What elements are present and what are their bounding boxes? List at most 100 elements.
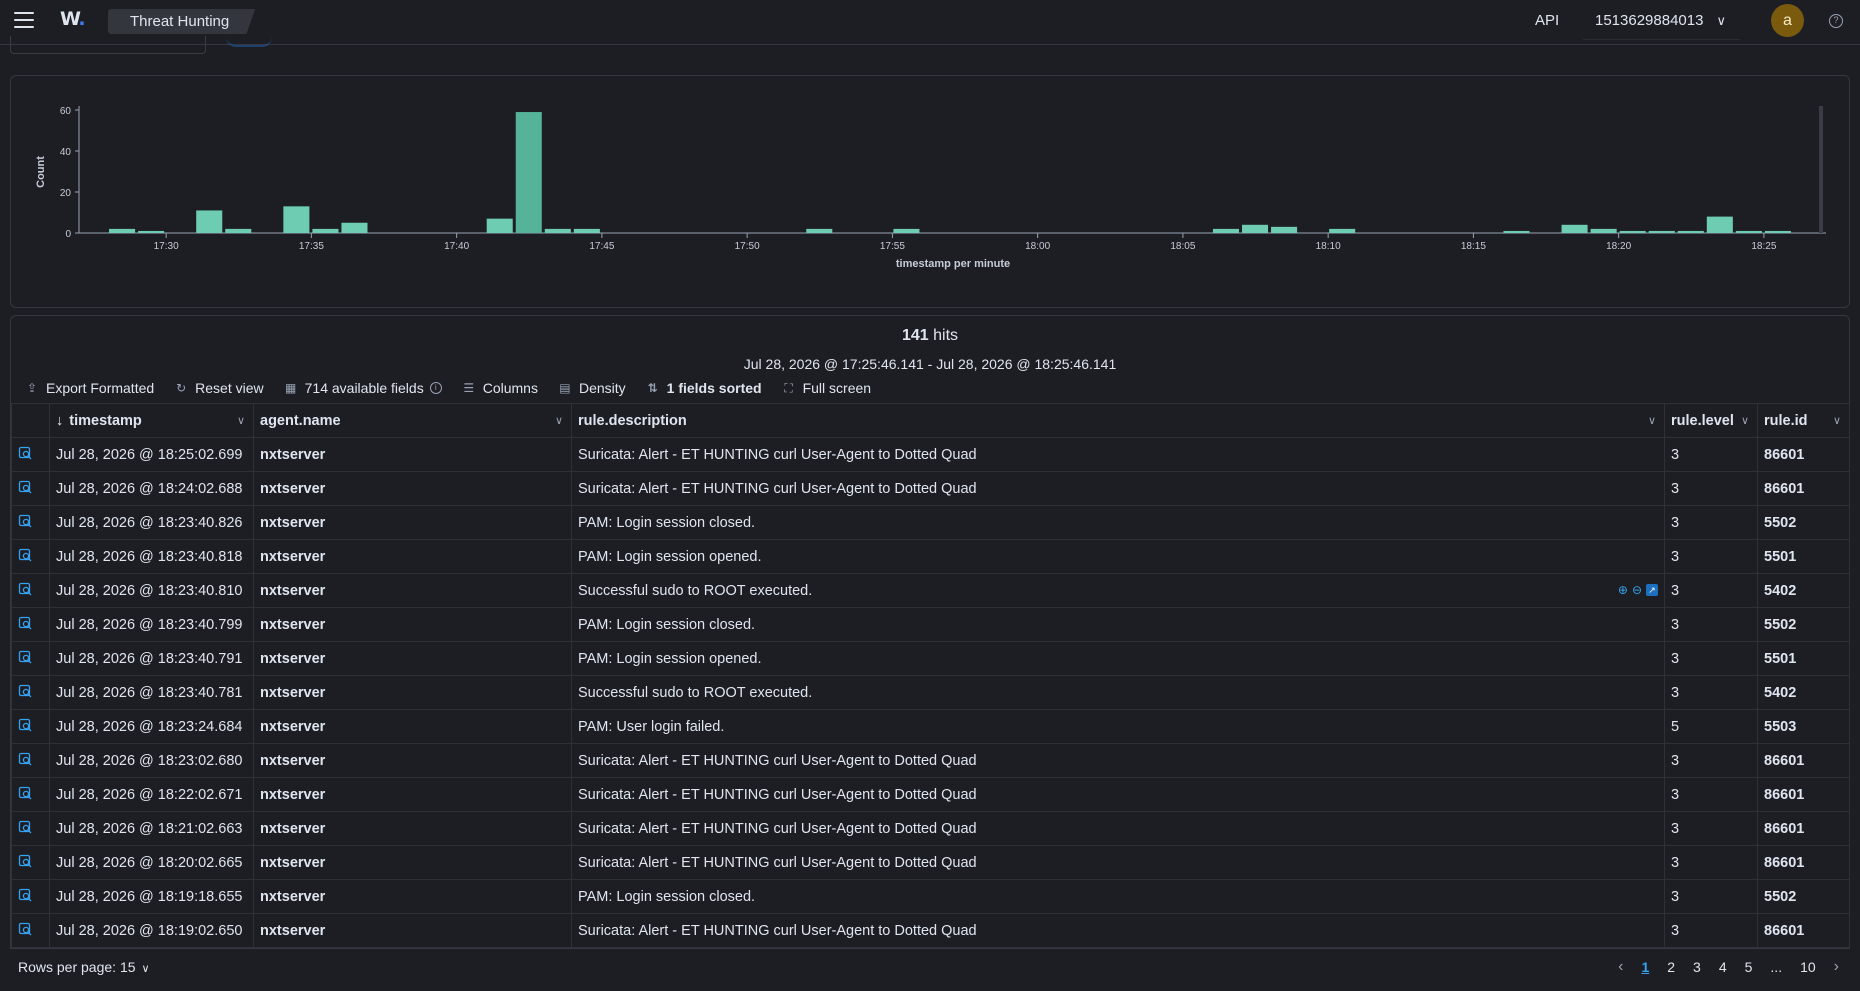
- chevron-down-icon[interactable]: ∨: [554, 415, 563, 427]
- cell-agent-name[interactable]: nxtserver: [253, 641, 572, 676]
- inspect-document-icon[interactable]: [11, 573, 50, 608]
- cell-agent-name[interactable]: nxtserver: [253, 471, 572, 506]
- density-button[interactable]: ▤ Density: [558, 380, 625, 396]
- inspect-document-icon[interactable]: [11, 709, 50, 744]
- cell-rule-id-text: 5501: [1764, 650, 1797, 667]
- inspect-document-icon[interactable]: [11, 539, 50, 574]
- inspect-document-icon[interactable]: [11, 879, 50, 914]
- inspect-document-icon[interactable]: [11, 743, 50, 778]
- cell-agent-name[interactable]: nxtserver: [253, 913, 572, 948]
- cell-timestamp-text: Jul 28, 2026 @ 18:19:02.650: [56, 922, 243, 939]
- inspect-document-icon[interactable]: [11, 641, 50, 676]
- cell-rule-id[interactable]: 86601: [1757, 743, 1850, 778]
- column-header-rule-level[interactable]: rule.level ∨: [1664, 403, 1758, 438]
- column-header-agent-name[interactable]: agent.name ∨: [253, 403, 572, 438]
- app-logo[interactable]: W.: [60, 8, 86, 30]
- inspect-document-icon[interactable]: [11, 471, 50, 506]
- available-fields-button[interactable]: ▦ 714 available fields i: [284, 380, 442, 396]
- chevron-down-icon[interactable]: ∨: [1740, 415, 1749, 427]
- cell-rule-description: PAM: Login session closed.: [571, 505, 1665, 540]
- cell-rule-description: Suricata: Alert - ET HUNTING curl User-A…: [571, 437, 1665, 472]
- page-link[interactable]: 1: [1641, 959, 1650, 975]
- cell-agent-name[interactable]: nxtserver: [253, 573, 572, 608]
- reset-view-button[interactable]: ↻ Reset view: [174, 380, 264, 396]
- page-link[interactable]: 2: [1667, 959, 1676, 975]
- cell-agent-name-text: nxtserver: [260, 786, 326, 803]
- previous-page-icon[interactable]: ‹: [1618, 958, 1624, 975]
- inspect-document-icon[interactable]: [11, 777, 50, 812]
- cell-rule-id[interactable]: 86601: [1757, 811, 1850, 846]
- cell-rule-id[interactable]: 5502: [1757, 607, 1850, 642]
- filter-field-remnant: [10, 36, 206, 54]
- cell-rule-id[interactable]: 5503: [1757, 709, 1850, 744]
- hits-summary: 141 hits: [11, 327, 1849, 345]
- column-header-rule-description[interactable]: rule.description ∨: [571, 403, 1665, 438]
- inspect-document-icon[interactable]: [11, 675, 50, 710]
- cell-rule-description-text: Suricata: Alert - ET HUNTING curl User-A…: [578, 922, 977, 939]
- page-link[interactable]: 4: [1718, 959, 1727, 975]
- filter-out-icon[interactable]: ⊖: [1631, 582, 1646, 597]
- cell-rule-id-text: 86601: [1764, 820, 1805, 837]
- next-page-icon[interactable]: ›: [1833, 958, 1839, 975]
- cell-rule-id[interactable]: 5501: [1757, 641, 1850, 676]
- cell-agent-name[interactable]: nxtserver: [253, 437, 572, 472]
- cell-agent-name[interactable]: nxtserver: [253, 607, 572, 642]
- cell-agent-name[interactable]: nxtserver: [253, 505, 572, 540]
- cell-rule-id[interactable]: 5402: [1757, 573, 1850, 608]
- expand-cell-icon[interactable]: ↗: [1646, 584, 1658, 597]
- inspect-document-icon[interactable]: [11, 913, 50, 948]
- cell-rule-id[interactable]: 86601: [1757, 913, 1850, 948]
- cell-agent-name[interactable]: nxtserver: [253, 539, 572, 574]
- cell-rule-id[interactable]: 5501: [1757, 539, 1850, 574]
- column-header-rule-id[interactable]: rule.id ∨: [1757, 403, 1850, 438]
- page-link[interactable]: 3: [1693, 959, 1701, 975]
- reset-label: Reset view: [195, 380, 264, 396]
- cell-rule-id[interactable]: 86601: [1757, 845, 1850, 880]
- cell-rule-id[interactable]: 86601: [1757, 777, 1850, 812]
- rows-per-page-selector[interactable]: Rows per page: 15 ∨: [18, 959, 150, 975]
- cell-agent-name[interactable]: nxtserver: [253, 675, 572, 710]
- cell-rule-id[interactable]: 5502: [1757, 879, 1850, 914]
- sort-fields-button[interactable]: ⇅ 1 fields sorted: [646, 380, 762, 396]
- cell-agent-name[interactable]: nxtserver: [253, 879, 572, 914]
- cell-rule-description-text: PAM: User login failed.: [578, 718, 725, 735]
- menu-icon[interactable]: [14, 12, 34, 30]
- api-selector[interactable]: 1513629884013 ∨: [1583, 2, 1740, 40]
- table-row: Jul 28, 2026 @ 18:23:02.680 nxtserver Suri…: [11, 743, 1850, 778]
- cell-agent-name[interactable]: nxtserver: [253, 709, 572, 744]
- chevron-down-icon[interactable]: ∨: [1647, 415, 1656, 427]
- inspect-document-icon[interactable]: [11, 437, 50, 472]
- avatar[interactable]: a: [1771, 4, 1804, 37]
- filter-in-icon[interactable]: ⊕: [1617, 582, 1632, 597]
- cell-rule-id[interactable]: 5402: [1757, 675, 1850, 710]
- chevron-down-icon[interactable]: ∨: [236, 415, 245, 427]
- fullscreen-button[interactable]: ⛶ Full screen: [782, 380, 871, 396]
- inspect-document-icon[interactable]: [11, 811, 50, 846]
- column-header-timestamp[interactable]: ↓ timestamp ∨: [49, 403, 254, 438]
- help-icon[interactable]: ?: [1829, 14, 1843, 28]
- inspect-document-icon[interactable]: [11, 505, 50, 540]
- cell-agent-name[interactable]: nxtserver: [253, 743, 572, 778]
- cell-rule-level-text: 3: [1671, 752, 1680, 769]
- page-link[interactable]: 5: [1744, 959, 1753, 975]
- api-link[interactable]: API: [1535, 12, 1560, 29]
- cell-actions[interactable]: ⊕⊖ ↗: [1618, 583, 1658, 597]
- inspect-document-icon[interactable]: [11, 845, 50, 880]
- columns-button[interactable]: ☰ Columns: [462, 380, 538, 396]
- inspect-document-icon[interactable]: [11, 607, 50, 642]
- cell-rule-id[interactable]: 86601: [1757, 471, 1850, 506]
- cell-rule-id[interactable]: 86601: [1757, 437, 1850, 472]
- cell-agent-name[interactable]: nxtserver: [253, 811, 572, 846]
- cell-agent-name[interactable]: nxtserver: [253, 777, 572, 812]
- cell-rule-level: 5: [1664, 709, 1758, 744]
- histogram-bar: [283, 206, 310, 233]
- breadcrumb[interactable]: Threat Hunting: [108, 9, 256, 34]
- cell-agent-name[interactable]: nxtserver: [253, 845, 572, 880]
- cell-rule-level: 3: [1664, 607, 1758, 642]
- page-link[interactable]: 10: [1800, 959, 1816, 975]
- cell-rule-description-text: Successful sudo to ROOT executed.: [578, 684, 813, 701]
- chevron-down-icon[interactable]: ∨: [1832, 415, 1841, 427]
- cell-rule-id[interactable]: 5502: [1757, 505, 1850, 540]
- export-button[interactable]: ⇪ Export Formatted: [25, 380, 154, 396]
- cell-rule-id-text: 5502: [1764, 616, 1797, 633]
